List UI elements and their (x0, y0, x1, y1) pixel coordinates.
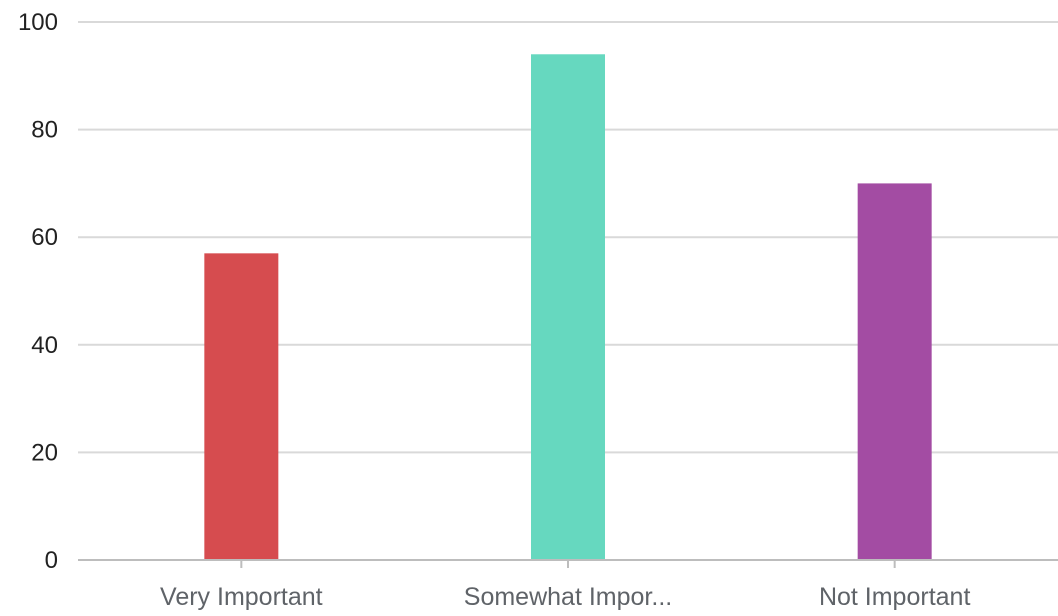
y-tick-label: 100 (18, 9, 58, 36)
y-axis-labels: 0 20 40 60 80 100 (18, 9, 58, 574)
x-tick-label: Somewhat Impor... (464, 583, 672, 611)
bar-not-important (857, 183, 932, 560)
x-tick-label: Not Important (819, 583, 971, 611)
bar-very-important (204, 253, 279, 560)
bars (204, 54, 932, 560)
x-axis-labels: Very Important Somewhat Impor... Not Impor… (160, 583, 970, 611)
bar-somewhat-impor (531, 54, 605, 560)
y-tick-label: 0 (45, 547, 58, 574)
y-tick-label: 60 (31, 224, 58, 251)
x-axis (78, 559, 1058, 568)
x-tick-label: Very Important (160, 583, 323, 611)
y-tick-label: 80 (31, 117, 58, 144)
y-tick-label: 40 (31, 332, 58, 359)
y-tick-label: 20 (31, 439, 58, 466)
